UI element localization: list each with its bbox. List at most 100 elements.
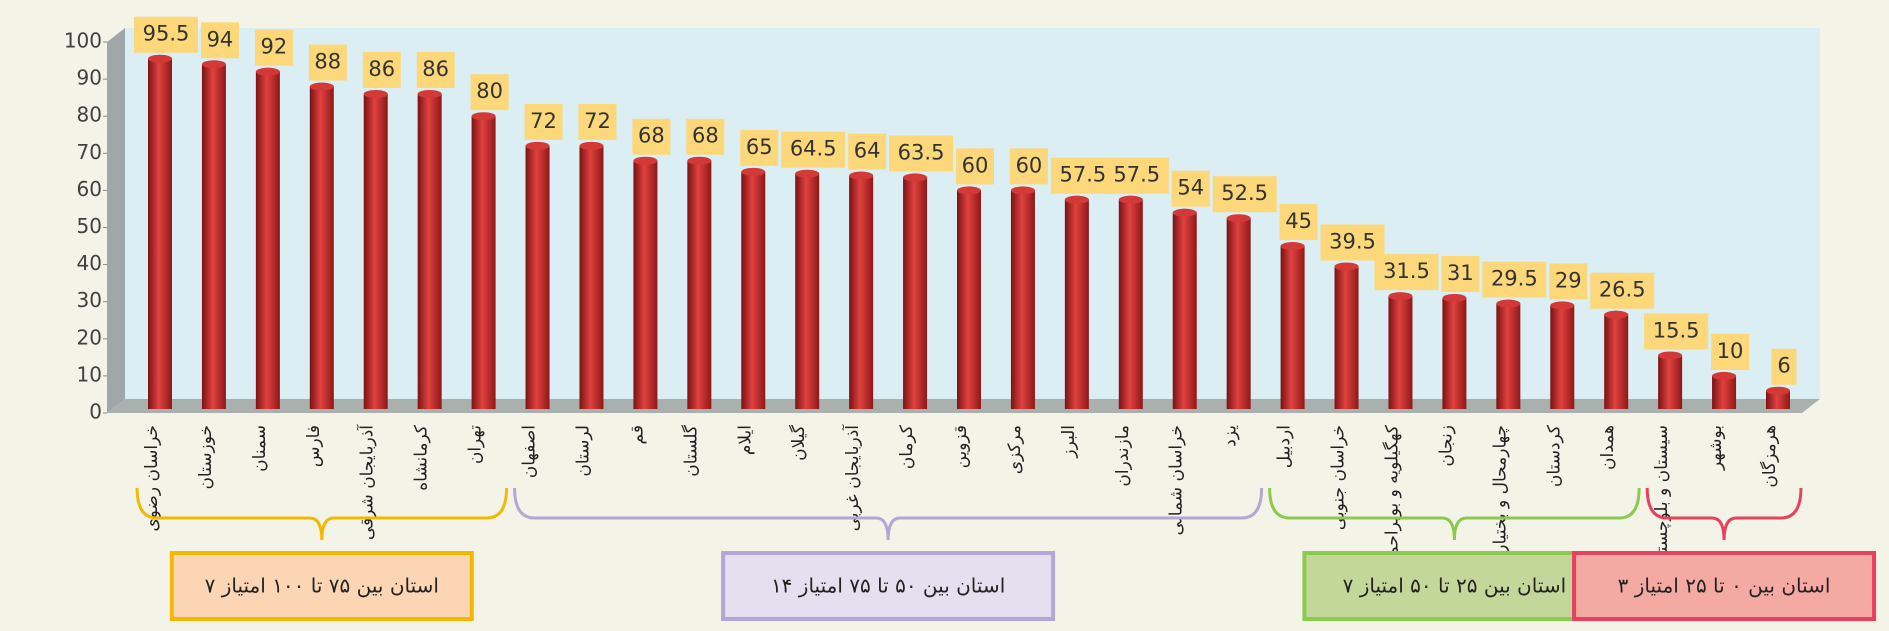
x-tick-label: خوزستان xyxy=(196,425,216,490)
x-tick-label: ایلام xyxy=(735,425,755,455)
bar xyxy=(741,171,766,409)
bar xyxy=(1766,390,1790,409)
bar xyxy=(1334,266,1359,409)
x-tick-label: کرمان xyxy=(897,424,917,469)
bar-cap xyxy=(1280,242,1305,251)
bar-cap xyxy=(309,82,334,91)
x-tick-label: فارس xyxy=(304,425,324,467)
value-label-box xyxy=(416,51,455,88)
bar xyxy=(255,71,280,410)
value-label-box xyxy=(134,16,198,53)
group-box xyxy=(1572,551,1877,621)
y-tick-label: 70 xyxy=(77,140,102,164)
bar xyxy=(1388,296,1413,409)
value-label: 31 xyxy=(1447,261,1474,285)
bar-cap xyxy=(741,167,766,176)
group-label: ۱۴ استان بین ۵۰ تا ۷۵ امتیاز xyxy=(771,574,1005,598)
bar xyxy=(148,58,172,409)
group-label: ۳ استان بین ۰ تا ۲۵ امتیاز xyxy=(1618,574,1831,598)
x-tick-label: کرمانشاه xyxy=(412,424,432,491)
value-label: 60 xyxy=(1016,153,1043,177)
value-label-box xyxy=(1441,255,1480,292)
value-label: 39.5 xyxy=(1329,229,1376,253)
bar xyxy=(1712,375,1737,409)
value-label-box xyxy=(578,103,617,140)
value-label-box xyxy=(524,103,563,140)
bar-cap xyxy=(1226,214,1251,223)
bar-cap xyxy=(957,186,981,195)
value-label: 72 xyxy=(584,109,611,133)
bar-cap xyxy=(1496,299,1521,308)
x-tick-label: یزد xyxy=(1221,425,1241,447)
x-tick-label: آذربایجان غربی xyxy=(841,424,863,532)
value-label-box xyxy=(1482,261,1547,298)
value-label: 10 xyxy=(1717,339,1744,363)
bar-cap xyxy=(363,89,388,98)
y-tick-label: 80 xyxy=(77,103,102,127)
x-tick-label: بوشهر xyxy=(1706,425,1726,471)
x-tick-label: کهگیلویه و بویراحمد xyxy=(1381,424,1402,564)
bar xyxy=(525,145,550,409)
bar xyxy=(795,173,820,409)
group-bracket xyxy=(1645,487,1803,541)
value-label-box xyxy=(1104,157,1169,194)
bar xyxy=(471,116,496,409)
bar-cap xyxy=(1442,293,1467,302)
value-label-box xyxy=(1711,333,1750,370)
value-label: 45 xyxy=(1285,209,1312,233)
value-label-box xyxy=(781,131,846,168)
y-tick-label: 60 xyxy=(77,177,102,201)
y-tick-label: 50 xyxy=(77,214,102,238)
value-label-box xyxy=(956,148,994,185)
value-label: 6 xyxy=(1777,354,1790,378)
value-label-box xyxy=(1374,254,1439,291)
bar-cap xyxy=(148,54,172,63)
bar xyxy=(363,93,388,409)
value-label: 63.5 xyxy=(898,140,945,164)
bar xyxy=(1064,199,1089,409)
y-tick-label: 90 xyxy=(77,66,102,90)
y-tick-label: 40 xyxy=(77,251,102,275)
value-label-box xyxy=(1320,224,1385,261)
bar-cap xyxy=(1550,301,1575,310)
value-label: 64 xyxy=(854,139,881,163)
bar xyxy=(1172,212,1197,409)
value-label: 80 xyxy=(476,79,503,103)
bar-cap xyxy=(1118,195,1143,204)
value-label: 86 xyxy=(422,57,449,81)
group-box xyxy=(1302,551,1607,621)
x-tick-label: لرستان xyxy=(573,425,593,477)
bar-cap xyxy=(1712,371,1737,380)
bar xyxy=(1658,355,1683,409)
bar-cap xyxy=(471,112,496,121)
bar-cap xyxy=(795,169,820,178)
x-tick-label: زنجان xyxy=(1436,425,1456,467)
bar-cap xyxy=(1334,262,1359,271)
x-tick-label: اردبیل xyxy=(1275,425,1295,468)
value-label-box xyxy=(1644,313,1709,350)
bar xyxy=(687,160,712,409)
bar xyxy=(903,177,928,409)
bar xyxy=(417,93,442,409)
value-label-box xyxy=(740,129,779,166)
x-tick-label: قم xyxy=(627,425,647,444)
bar-cap xyxy=(1658,351,1683,360)
x-tick-label: قزوین xyxy=(951,425,971,468)
bar xyxy=(1226,218,1251,409)
value-label-box xyxy=(686,118,725,155)
x-tick-label: مرکزی xyxy=(1005,425,1025,474)
value-label: 94 xyxy=(207,27,234,51)
group-bracket xyxy=(135,487,509,541)
bar-cap xyxy=(1604,310,1629,319)
x-tick-label: کردستان xyxy=(1544,424,1564,487)
bar-cap xyxy=(633,156,658,165)
value-label-box xyxy=(470,74,509,111)
side-wall xyxy=(107,28,125,413)
bar-cap xyxy=(525,141,550,150)
y-tick-label: 30 xyxy=(77,288,102,312)
value-label: 52.5 xyxy=(1221,181,1268,205)
bar xyxy=(849,175,874,409)
value-label: 68 xyxy=(692,124,719,148)
bar xyxy=(633,160,658,409)
bar xyxy=(1496,303,1521,409)
